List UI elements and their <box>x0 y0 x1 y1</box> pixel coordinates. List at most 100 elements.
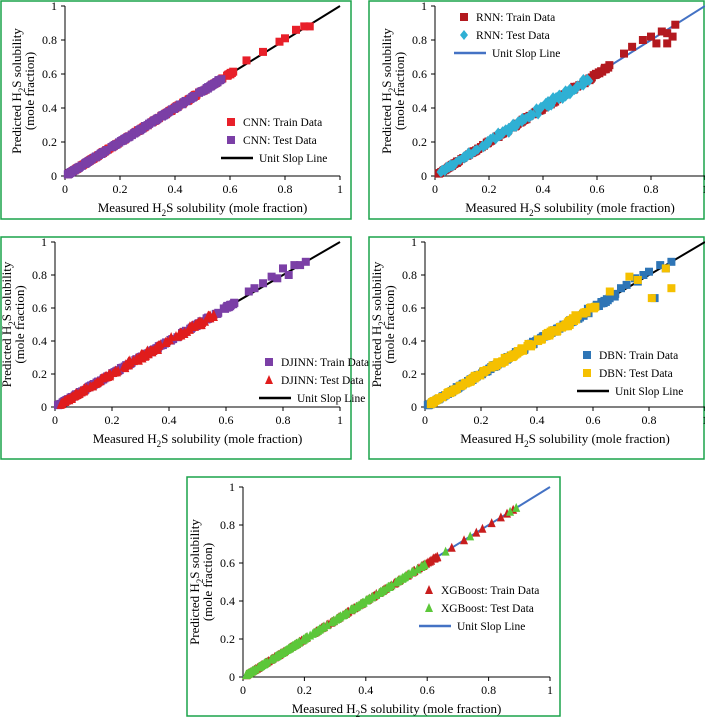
data-point <box>465 376 474 385</box>
data-point <box>663 29 672 38</box>
chart-frame <box>368 0 705 220</box>
data-point <box>112 140 121 149</box>
x-tick-label: 0.6 <box>420 683 435 697</box>
legend-label: CNN: Test Data <box>243 135 317 147</box>
x-tick-label: 0.8 <box>278 182 293 196</box>
y-tick-label: 0.4 <box>32 334 47 348</box>
x-axis-label-sub: 2 <box>356 709 361 717</box>
data-point <box>214 76 223 85</box>
series-rnn-1 <box>436 73 594 178</box>
data-point <box>132 128 141 137</box>
data-point <box>555 323 564 332</box>
x-axis-label: Measured H2S solubility (mole fraction) <box>460 431 670 449</box>
data-point <box>528 110 537 121</box>
data-point <box>227 68 236 77</box>
data-point <box>368 591 377 601</box>
data-point <box>391 577 400 587</box>
data-point <box>460 379 469 388</box>
data-point <box>267 272 276 281</box>
data-point <box>319 621 328 631</box>
y-tick-label: 1 <box>229 480 235 494</box>
y-tick-label: 0.6 <box>32 301 47 315</box>
legend: XGBoost: Train Data XGBoost: Test Data Uni… <box>419 585 539 633</box>
x-tick-label: 0.8 <box>481 683 496 697</box>
legend-label: Unit Slop Line <box>615 386 683 398</box>
data-point <box>202 84 211 93</box>
y-tick-label: 0.6 <box>42 67 57 81</box>
data-point <box>242 56 251 65</box>
legend: CNN: Train Data CNN: Test Data Unit Slop L… <box>221 117 327 165</box>
y-axis-label-line2: (mole fraction) <box>12 285 27 363</box>
data-point <box>447 160 456 171</box>
data-point <box>300 22 309 31</box>
data-point <box>290 261 299 270</box>
y-tick-label: 0.4 <box>42 101 57 115</box>
x-axis-label-part1: Measured H <box>93 431 157 446</box>
x-tick-label: 0.4 <box>530 413 545 427</box>
data-point <box>357 598 366 608</box>
x-tick-label: 1 <box>702 182 705 196</box>
legend-label: DBN: Test Data <box>599 368 673 380</box>
y-axis-label-line1: Predicted H2S solubility <box>379 28 397 154</box>
data-point <box>279 264 287 273</box>
data-point <box>557 92 566 103</box>
data-point <box>58 397 67 407</box>
data-point <box>82 158 91 167</box>
y-axis-label-line1-part1: Predicted H <box>187 583 202 645</box>
x-axis-label-part2: S solubility (mole fraction) <box>166 200 307 215</box>
x-tick-label: 0.6 <box>223 182 238 196</box>
legend-label: Unit Slop Line <box>492 48 560 60</box>
data-point <box>432 396 441 405</box>
series-dbn-1 <box>426 264 676 409</box>
data-point <box>438 393 447 402</box>
data-point <box>591 70 600 79</box>
data-point <box>250 284 259 293</box>
y-axis-label-line1-sub: 2 <box>17 88 27 93</box>
data-point <box>92 378 101 388</box>
x-tick-label: 0.4 <box>358 683 373 697</box>
legend-swatch <box>265 375 273 384</box>
x-axis-label-part1: Measured H <box>465 200 529 215</box>
data-point <box>295 637 304 647</box>
chart-frame <box>368 236 705 460</box>
x-axis-label-part1: Measured H <box>292 701 356 716</box>
x-tick-label: 0.8 <box>276 413 291 427</box>
data-point <box>460 150 469 161</box>
data-point <box>221 304 230 313</box>
data-point <box>281 34 289 43</box>
y-axis-label-line1-part1: Predicted H <box>9 92 24 154</box>
data-point <box>445 388 454 397</box>
data-point <box>610 292 619 301</box>
y-tick-label: 0.8 <box>402 268 417 282</box>
data-point <box>496 512 505 522</box>
x-tick-label: 0.8 <box>644 182 659 196</box>
y-tick-label: 1 <box>41 235 47 249</box>
y-axis-label-line1: Predicted H2S solubility <box>9 28 27 154</box>
data-point <box>547 96 556 107</box>
data-point <box>175 100 184 109</box>
data-point <box>638 36 647 44</box>
data-point <box>639 271 648 279</box>
data-point <box>273 274 282 283</box>
x-tick-label: 0 <box>62 182 68 196</box>
y-tick-label: 0 <box>51 169 57 183</box>
x-axis-label-sub: 2 <box>162 208 167 218</box>
data-point <box>296 261 305 270</box>
data-point <box>385 581 394 591</box>
data-point <box>628 42 637 51</box>
legend-label: Unit Slop Line <box>259 153 327 165</box>
data-point <box>433 551 442 561</box>
data-point <box>564 85 573 96</box>
data-point <box>479 367 488 376</box>
legend-label: DJINN: Train Data <box>281 357 369 369</box>
x-tick-label: 0 <box>422 413 428 427</box>
data-point <box>106 369 115 379</box>
data-point <box>292 25 300 34</box>
x-tick-label: 1 <box>337 413 343 427</box>
data-point <box>625 272 634 281</box>
legend-swatch <box>460 13 468 21</box>
x-tick-label: 0.4 <box>168 182 183 196</box>
